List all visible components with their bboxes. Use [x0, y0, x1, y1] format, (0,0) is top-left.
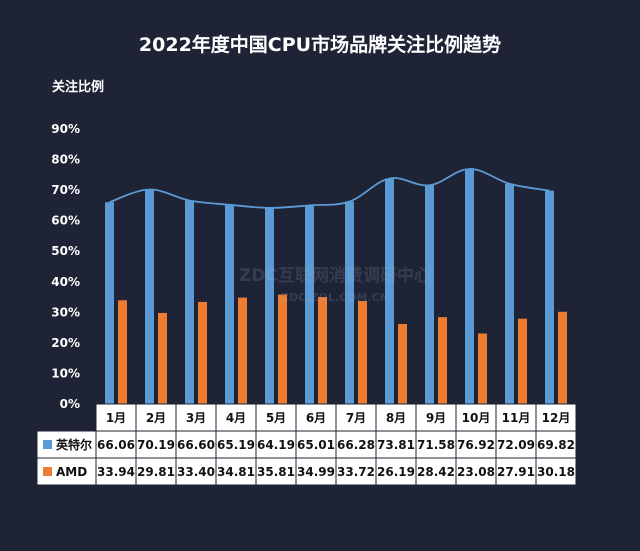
data-value-label: 27.91 [497, 465, 535, 479]
data-value-label: 28.42 [417, 465, 455, 479]
data-value-label: 33.94 [97, 465, 135, 479]
x-category-label: 11月 [502, 411, 531, 425]
bar-intel [225, 204, 234, 404]
data-value-label: 66.60 [177, 438, 215, 452]
trendline-intel [109, 168, 550, 209]
y-tick-label: 20% [51, 336, 80, 350]
legend-swatch [43, 467, 52, 476]
watermark-title: ZDC互联网消费调研中心 [239, 266, 431, 286]
y-tick-label: 80% [51, 153, 80, 167]
bar-intel [265, 207, 274, 404]
x-category-label: 12月 [542, 411, 571, 425]
y-tick-label: 10% [51, 366, 80, 380]
x-category-label: 8月 [386, 411, 406, 425]
bar-intel [465, 168, 474, 404]
x-category-label: 6月 [306, 411, 326, 425]
legend-label: AMD [56, 465, 87, 479]
x-category-label: 3月 [186, 411, 206, 425]
data-value-label: 66.28 [337, 438, 375, 452]
data-value-label: 26.19 [377, 465, 415, 479]
y-tick-label: 70% [51, 183, 80, 197]
data-value-label: 33.40 [177, 465, 215, 479]
data-value-label: 65.19 [217, 438, 255, 452]
data-value-label: 34.99 [297, 465, 335, 479]
data-value-label: 29.81 [137, 465, 175, 479]
y-axis-label: 关注比例 [52, 80, 105, 95]
bar-amd [158, 312, 167, 404]
bar-intel [425, 185, 434, 404]
data-value-label: 69.82 [537, 438, 575, 452]
legend-label: 英特尔 [56, 437, 92, 452]
x-category-label: 9月 [426, 411, 446, 425]
bar-amd [358, 300, 367, 404]
data-value-label: 65.01 [297, 438, 335, 452]
y-tick-label: 30% [51, 305, 80, 319]
y-tick-label: 60% [51, 214, 80, 228]
bar-intel [345, 201, 354, 404]
bar-amd [398, 323, 407, 404]
data-value-label: 72.09 [497, 438, 535, 452]
bar-amd [518, 318, 527, 404]
legend-swatch [43, 440, 52, 449]
bar-amd [438, 317, 447, 404]
bar-intel [105, 202, 114, 404]
x-category-label: 1月 [106, 411, 126, 425]
bar-amd [318, 297, 327, 404]
data-value-label: 71.58 [417, 438, 455, 452]
bar-amd [238, 297, 247, 404]
chart-title: 2022年度中国CPU市场品牌关注比例趋势 [138, 34, 502, 56]
data-value-label: 35.81 [257, 465, 295, 479]
watermark-url: ZDC.ZOL.COM.CN [281, 291, 389, 304]
x-category-label: 7月 [346, 411, 366, 425]
y-tick-label: 0% [60, 397, 80, 411]
y-tick-label: 50% [51, 244, 80, 258]
data-value-label: 76.92 [457, 438, 495, 452]
x-category-label: 4月 [226, 411, 246, 425]
y-tick-label: 40% [51, 275, 80, 289]
bar-intel [385, 178, 394, 404]
data-value-label: 33.72 [337, 465, 375, 479]
y-tick-label: 90% [51, 122, 80, 136]
data-value-label: 70.19 [137, 438, 175, 452]
x-category-label: 2月 [146, 411, 166, 425]
bar-intel [145, 189, 154, 404]
bar-amd [478, 333, 487, 404]
data-value-label: 66.06 [97, 438, 135, 452]
data-value-label: 30.18 [537, 465, 575, 479]
data-value-label: 23.08 [457, 465, 495, 479]
watermark: ZDC互联网消费调研中心 ZDC.ZOL.COM.CN [210, 265, 460, 309]
bar-amd [198, 301, 207, 404]
bar-intel [505, 183, 514, 404]
data-value-label: 64.19 [257, 438, 295, 452]
data-value-label: 73.81 [377, 438, 415, 452]
bar-intel [185, 200, 194, 404]
bar-intel [305, 205, 314, 404]
bar-amd [118, 300, 127, 404]
data-value-label: 34.81 [217, 465, 255, 479]
bar-intel [545, 190, 554, 404]
x-category-label: 5月 [266, 411, 286, 425]
x-category-label: 10月 [462, 411, 491, 425]
bar-amd [278, 294, 287, 404]
bar-amd [558, 311, 567, 404]
